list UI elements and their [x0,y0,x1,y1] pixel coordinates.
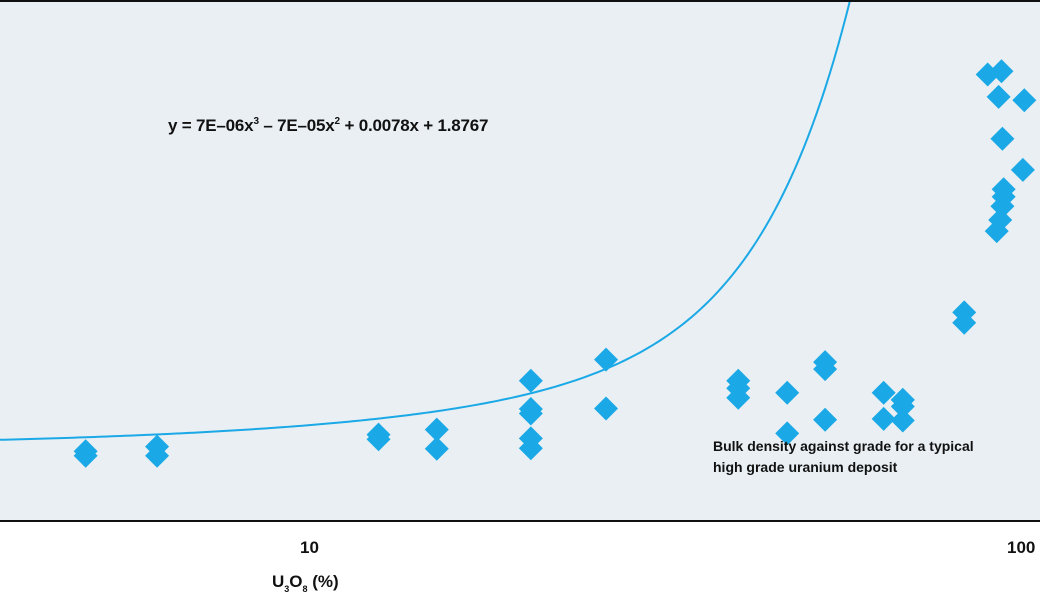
data-point-13 [518,368,543,393]
annotation-line-1: Bulk density against grade for a typical [713,438,974,454]
trendline-equation: y = 7E–06x3 – 7E–05x2 + 0.0078x + 1.8767 [168,116,489,135]
x-axis-label: U3O8 (%) [272,572,339,594]
data-point-24 [871,380,896,405]
data-point-39 [990,126,1015,151]
data-point-7 [424,417,449,442]
data-point-14 [594,347,619,372]
data-point-23 [813,407,838,432]
data-point-31 [952,310,977,335]
data-point-40 [991,177,1016,202]
data-point-22 [813,357,838,382]
data-point-8 [424,436,449,461]
data-point-15 [594,396,619,421]
data-point-28 [890,408,915,433]
data-point-42 [1010,157,1035,182]
data-point-12 [518,396,543,421]
data-point-33 [986,84,1011,109]
plot-area [0,0,1040,522]
data-point-19 [775,380,800,405]
chart-annotation: Bulk density against grade for a typical… [713,436,1033,478]
data-point-20 [775,421,800,446]
data-point-4 [145,443,170,468]
trendline [0,2,851,441]
data-point-41 [1012,88,1037,113]
data-point-25 [871,406,896,431]
annotation-line-2: high grade uranium deposit [713,459,898,475]
data-point-18 [726,385,751,410]
data-point-6 [366,427,391,452]
x-tick-label-100: 100 [1007,538,1036,557]
data-point-32 [975,62,1000,87]
data-point-29 [890,387,915,412]
data-point-34 [989,59,1014,84]
data-point-2 [73,443,98,468]
data-point-10 [518,426,543,451]
x-tick-label-10: 10 [300,538,319,557]
